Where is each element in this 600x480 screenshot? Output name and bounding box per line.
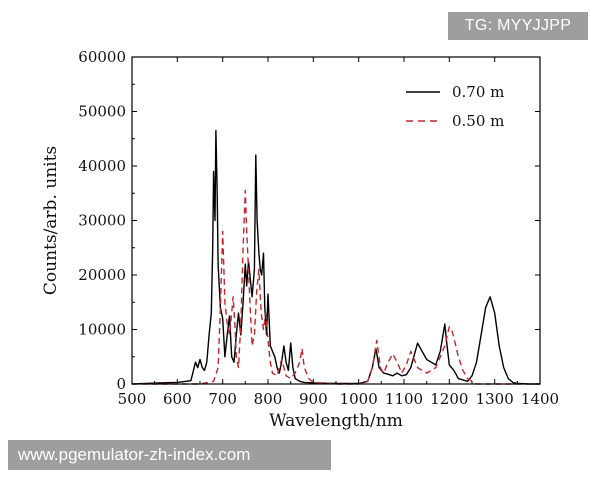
x-tick-label: 700 [208,390,237,408]
x-tick-label: 1200 [430,390,468,408]
legend-label-0-70m: 0.70 m [452,83,504,101]
x-tick-label: 1000 [340,390,378,408]
series-line-dashed [132,189,540,385]
y-tick-label: 20000 [78,266,126,284]
x-tick-label: 500 [118,390,147,408]
x-tick-label: 1100 [385,390,423,408]
watermark-top-right: TG: MYYJJPP [448,12,588,40]
x-tick-label: 900 [299,390,328,408]
x-axis-title: Wavelength/nm [269,411,403,431]
x-tick-label: 1400 [521,390,559,408]
watermark-bottom-left: www.pgemulator-zh-index.com [8,440,331,470]
series-layer [131,129,540,385]
y-tick-label: 50000 [78,103,126,121]
plot-frame [131,56,541,385]
y-tick-label: 0 [116,375,126,393]
y-tick-label: 60000 [78,48,126,66]
y-axis-title: Counts/arb. units [41,146,61,295]
y-tick-label: 40000 [78,157,126,175]
ticks-layer: 500 600 700 800 900 1000 1100 1200 1300 1400 0 1000… [78,48,559,408]
series-line-solid [131,129,540,385]
x-tick-label: 800 [254,390,283,408]
x-tick-label: 1300 [476,390,514,408]
y-tick-label: 10000 [78,321,126,339]
y-tick-label: 30000 [78,212,126,230]
legend-label-0-50m: 0.50 m [452,112,504,130]
x-tick-label: 600 [163,390,192,408]
legend: 0.70 m 0.50 m [406,83,504,130]
